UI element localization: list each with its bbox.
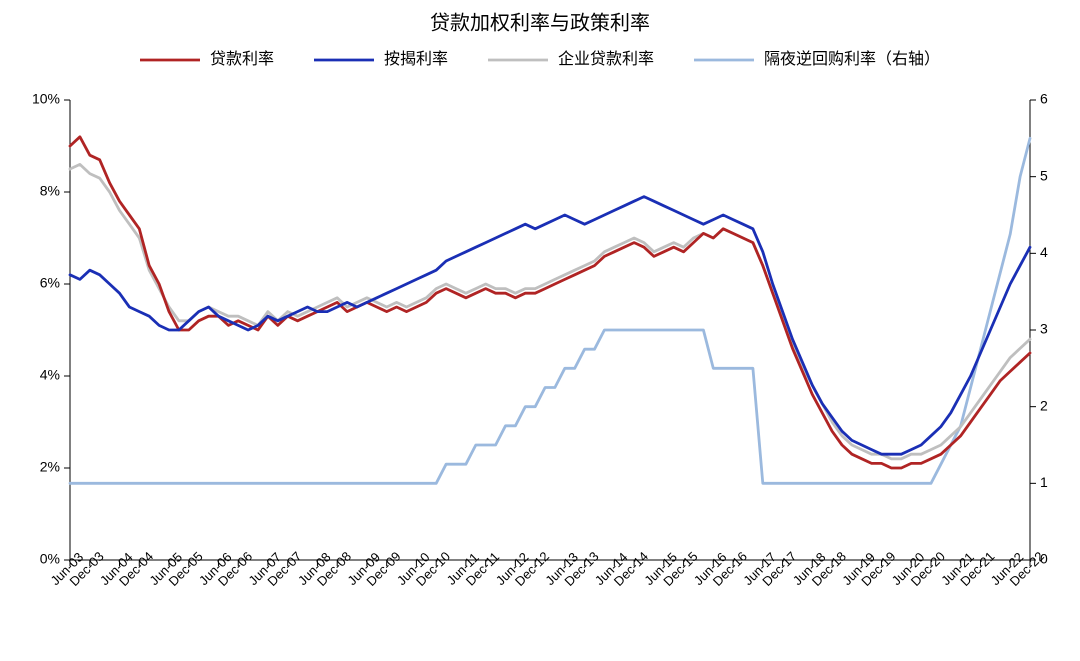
- legend-label: 按揭利率: [384, 50, 448, 68]
- ytick-right-label: 5: [1040, 167, 1048, 183]
- chart-title: 贷款加权利率与政策利率: [430, 11, 650, 34]
- ytick-left-label: 0%: [40, 551, 60, 567]
- ytick-right-label: 2: [1040, 397, 1048, 413]
- ytick-right-label: 4: [1040, 244, 1048, 260]
- ytick-right-label: 6: [1040, 91, 1048, 107]
- ytick-left-label: 6%: [40, 275, 60, 291]
- chart-svg: 贷款加权利率与政策利率贷款利率 按揭利率 企业贷款利率 隔夜逆回购利率（右轴） 0% 2%…: [0, 0, 1080, 661]
- ytick-right-label: 1: [1040, 474, 1048, 490]
- legend-label: 隔夜逆回购利率（右轴）: [764, 50, 940, 68]
- ytick-left-label: 2%: [40, 459, 60, 475]
- legend-label: 企业贷款利率: [558, 50, 654, 68]
- ytick-left-label: 8%: [40, 183, 60, 199]
- series-loan_rate: [70, 137, 1030, 468]
- series-mortgage_rate: [70, 197, 1030, 455]
- ytick-right-label: 3: [1040, 321, 1048, 337]
- ytick-left-label: 10%: [32, 91, 60, 107]
- legend-label: 贷款利率: [210, 50, 274, 68]
- line-chart: 贷款加权利率与政策利率贷款利率 按揭利率 企业贷款利率 隔夜逆回购利率（右轴） 0% 2%…: [0, 0, 1080, 661]
- ytick-left-label: 4%: [40, 367, 60, 383]
